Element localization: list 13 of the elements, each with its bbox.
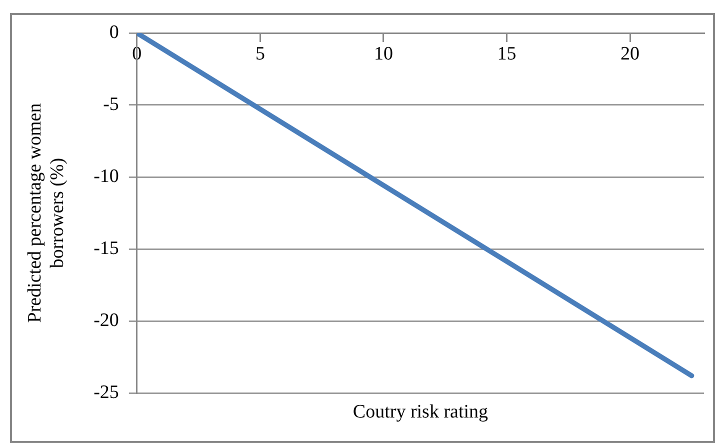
y-tick-label: -20 bbox=[94, 310, 119, 331]
x-axis-title: Coutry risk rating bbox=[352, 401, 489, 422]
x-tick-label: 20 bbox=[620, 43, 640, 64]
x-tick-label: 0 bbox=[132, 43, 142, 64]
y-tick-label: -15 bbox=[94, 238, 119, 259]
x-tick-label: 10 bbox=[374, 43, 393, 64]
y-tick-label: -25 bbox=[94, 382, 119, 403]
x-tick-label: 5 bbox=[255, 43, 265, 64]
y-axis-title: Predicted percentage women borrowers (%) bbox=[24, 102, 68, 323]
y-tick-label: -10 bbox=[94, 166, 119, 187]
y-tick-label: 0 bbox=[109, 22, 119, 43]
y-tick-label: -5 bbox=[103, 94, 119, 115]
x-tick-label: 15 bbox=[497, 43, 516, 64]
